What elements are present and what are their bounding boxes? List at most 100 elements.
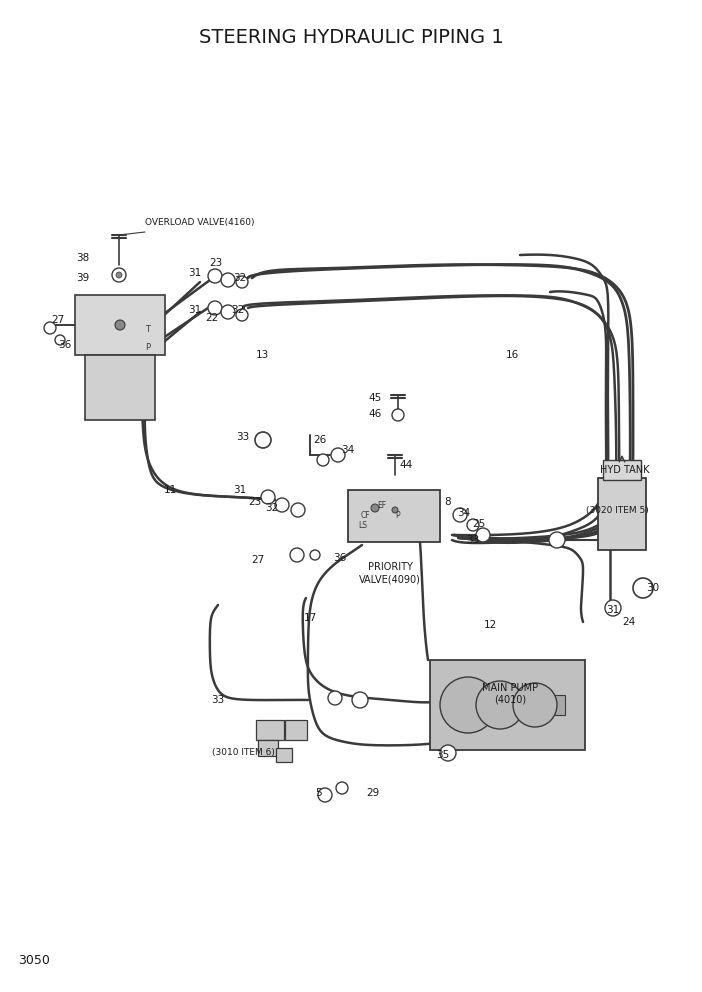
Bar — [256, 720, 284, 740]
Text: LS: LS — [359, 522, 368, 531]
Text: 31: 31 — [233, 485, 246, 495]
Text: P: P — [145, 343, 150, 352]
Circle shape — [115, 320, 125, 330]
Text: 23: 23 — [209, 258, 223, 268]
Text: 31: 31 — [607, 605, 620, 615]
Circle shape — [440, 745, 456, 761]
Text: 24: 24 — [623, 617, 635, 627]
Text: (4010): (4010) — [494, 695, 526, 705]
Text: 33: 33 — [237, 432, 250, 442]
Text: 22: 22 — [206, 313, 218, 323]
Circle shape — [392, 507, 398, 513]
Text: 16: 16 — [505, 350, 519, 360]
Circle shape — [371, 504, 379, 512]
Bar — [85, 355, 155, 420]
Circle shape — [236, 276, 248, 288]
Text: STEERING HYDRAULIC PIPING 1: STEERING HYDRAULIC PIPING 1 — [199, 28, 503, 47]
Circle shape — [336, 782, 348, 794]
Text: 29: 29 — [366, 788, 380, 798]
Circle shape — [310, 550, 320, 560]
Circle shape — [633, 578, 653, 598]
Text: 34: 34 — [341, 445, 355, 455]
Circle shape — [331, 448, 345, 462]
Bar — [285, 720, 307, 740]
Bar — [348, 490, 440, 542]
Text: 23: 23 — [249, 497, 262, 507]
Circle shape — [291, 503, 305, 517]
Text: HYD TANK: HYD TANK — [600, 465, 650, 475]
Circle shape — [476, 681, 524, 729]
Text: P: P — [396, 511, 400, 520]
Text: 12: 12 — [484, 620, 496, 630]
Circle shape — [317, 454, 329, 466]
Text: 30: 30 — [647, 583, 660, 593]
Circle shape — [255, 432, 271, 448]
Circle shape — [549, 532, 565, 548]
Bar — [258, 740, 278, 756]
Text: 45: 45 — [369, 393, 382, 403]
Circle shape — [55, 335, 65, 345]
Circle shape — [261, 490, 275, 504]
Bar — [598, 478, 646, 550]
Circle shape — [221, 305, 235, 319]
Text: 11: 11 — [164, 485, 177, 495]
Circle shape — [116, 272, 122, 278]
Text: 31: 31 — [188, 268, 201, 278]
Text: 13: 13 — [256, 350, 269, 360]
Text: 36: 36 — [58, 340, 72, 350]
Bar — [430, 660, 585, 750]
Circle shape — [476, 528, 490, 542]
Text: 34: 34 — [458, 508, 470, 518]
Bar — [535, 695, 565, 715]
Text: 39: 39 — [77, 273, 90, 283]
Text: 35: 35 — [437, 750, 449, 760]
Circle shape — [112, 268, 126, 282]
Text: 46: 46 — [369, 409, 382, 419]
Text: 26: 26 — [313, 435, 326, 445]
Bar — [276, 748, 292, 762]
Bar — [75, 295, 165, 355]
Text: 32: 32 — [265, 503, 279, 513]
Text: 27: 27 — [251, 555, 265, 565]
Circle shape — [467, 519, 479, 531]
Circle shape — [513, 683, 557, 727]
Circle shape — [453, 508, 467, 522]
Text: 44: 44 — [399, 460, 413, 470]
Circle shape — [605, 600, 621, 616]
Circle shape — [208, 301, 222, 315]
Circle shape — [392, 409, 404, 421]
Text: 8: 8 — [444, 497, 451, 507]
Text: OVERLOAD VALVE(4160): OVERLOAD VALVE(4160) — [145, 217, 255, 226]
Text: EF: EF — [378, 501, 387, 510]
Text: 5: 5 — [314, 788, 322, 798]
Circle shape — [44, 322, 56, 334]
Text: 33: 33 — [211, 695, 225, 705]
Text: (3020 ITEM 5): (3020 ITEM 5) — [585, 506, 649, 515]
Text: 31: 31 — [188, 305, 201, 315]
Text: T: T — [145, 325, 150, 334]
Text: 32: 32 — [232, 305, 244, 315]
Text: CF: CF — [360, 511, 370, 520]
Bar — [603, 460, 641, 480]
Circle shape — [352, 692, 368, 708]
Text: 25: 25 — [472, 519, 486, 529]
Text: 3050: 3050 — [18, 953, 50, 966]
Text: (3010 ITEM 6): (3010 ITEM 6) — [211, 748, 274, 757]
Text: 17: 17 — [303, 613, 317, 623]
Text: 27: 27 — [51, 315, 65, 325]
Text: 36: 36 — [333, 553, 347, 563]
Text: PRIORITY: PRIORITY — [368, 562, 413, 572]
Circle shape — [236, 309, 248, 321]
Text: 33: 33 — [466, 535, 479, 545]
Circle shape — [440, 677, 496, 733]
Circle shape — [275, 498, 289, 512]
Circle shape — [318, 788, 332, 802]
Text: VALVE(4090): VALVE(4090) — [359, 574, 421, 584]
Text: 38: 38 — [77, 253, 90, 263]
Text: 32: 32 — [233, 273, 246, 283]
Circle shape — [208, 269, 222, 283]
Circle shape — [290, 548, 304, 562]
Circle shape — [221, 273, 235, 287]
Text: MAIN PUMP: MAIN PUMP — [482, 683, 538, 693]
Circle shape — [328, 691, 342, 705]
